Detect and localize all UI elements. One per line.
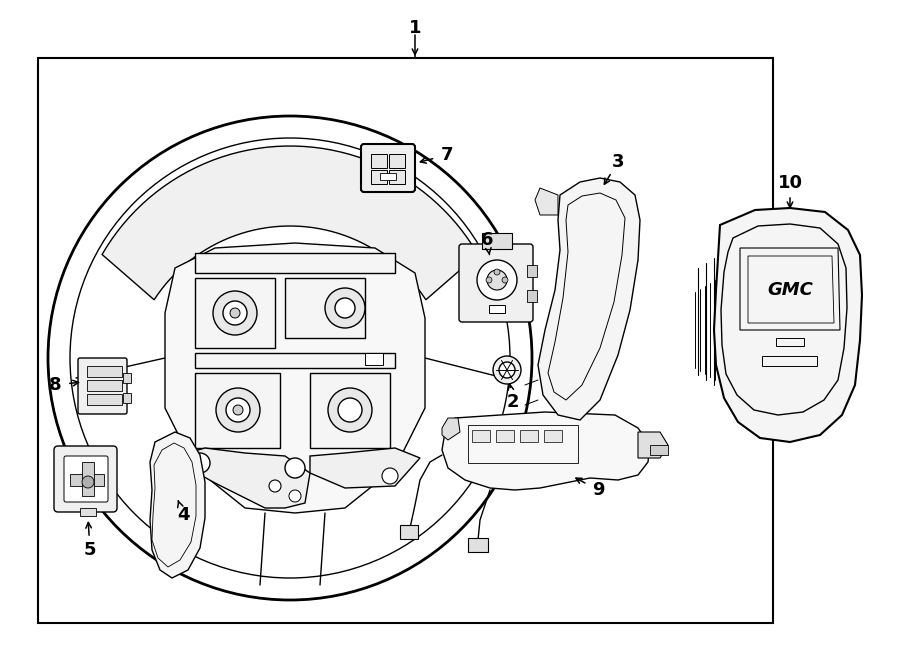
Polygon shape — [442, 412, 650, 490]
FancyBboxPatch shape — [78, 358, 127, 414]
Circle shape — [230, 308, 240, 318]
Bar — [195, 373, 280, 448]
Polygon shape — [310, 448, 420, 488]
Polygon shape — [535, 188, 558, 215]
Circle shape — [335, 298, 355, 318]
Circle shape — [502, 277, 508, 283]
Circle shape — [213, 291, 257, 335]
Bar — [38, 58, 773, 623]
Polygon shape — [638, 432, 668, 458]
Polygon shape — [538, 178, 640, 420]
Bar — [650, 445, 668, 455]
Bar — [468, 425, 578, 463]
Bar — [82, 462, 94, 496]
Text: 3: 3 — [612, 153, 625, 171]
Bar — [87, 394, 122, 405]
Bar — [489, 305, 505, 313]
Text: GMC: GMC — [767, 281, 813, 299]
Bar — [472, 430, 490, 442]
Circle shape — [382, 468, 398, 484]
Text: 9: 9 — [592, 481, 604, 499]
Bar — [195, 278, 275, 348]
Circle shape — [499, 362, 515, 378]
Circle shape — [328, 388, 372, 432]
Circle shape — [216, 388, 260, 432]
Bar — [371, 170, 387, 184]
Bar — [80, 508, 96, 516]
Polygon shape — [165, 243, 425, 513]
Text: 8: 8 — [49, 376, 61, 394]
Text: 1: 1 — [409, 19, 421, 37]
Circle shape — [494, 269, 500, 275]
Text: 10: 10 — [778, 174, 803, 192]
Circle shape — [48, 116, 532, 600]
Circle shape — [190, 453, 210, 473]
Bar — [468, 538, 488, 552]
Circle shape — [487, 270, 507, 290]
Circle shape — [486, 277, 492, 283]
Polygon shape — [150, 432, 205, 578]
Bar — [527, 265, 537, 277]
FancyBboxPatch shape — [64, 456, 108, 502]
Bar — [365, 353, 383, 365]
Circle shape — [493, 356, 521, 384]
Bar — [195, 353, 395, 368]
Polygon shape — [102, 146, 478, 300]
Circle shape — [269, 480, 281, 492]
Bar — [496, 430, 514, 442]
FancyBboxPatch shape — [54, 446, 117, 512]
Bar — [762, 356, 817, 366]
Text: 7: 7 — [441, 146, 454, 164]
Circle shape — [223, 301, 247, 325]
Polygon shape — [170, 448, 310, 508]
Bar — [310, 373, 390, 448]
Bar — [527, 290, 537, 302]
Text: 2: 2 — [507, 393, 519, 411]
Bar — [389, 154, 405, 168]
Bar — [482, 233, 512, 249]
Bar — [380, 173, 396, 180]
Bar — [520, 430, 538, 442]
Circle shape — [233, 405, 243, 415]
FancyBboxPatch shape — [459, 244, 533, 322]
FancyBboxPatch shape — [361, 144, 415, 192]
Bar — [70, 474, 104, 486]
Bar — [389, 170, 405, 184]
Bar — [544, 430, 562, 442]
Bar — [87, 366, 122, 377]
Bar — [776, 338, 804, 346]
Text: 4: 4 — [176, 506, 189, 524]
Bar — [195, 253, 395, 273]
Polygon shape — [714, 208, 862, 442]
Circle shape — [285, 458, 305, 478]
Circle shape — [289, 490, 301, 502]
Text: 5: 5 — [84, 541, 96, 559]
Bar — [123, 393, 131, 403]
Polygon shape — [442, 418, 460, 440]
Bar — [371, 154, 387, 168]
Circle shape — [477, 260, 517, 300]
Bar — [285, 278, 365, 338]
Circle shape — [325, 288, 365, 328]
Circle shape — [338, 398, 362, 422]
Bar — [123, 373, 131, 383]
Text: 6: 6 — [481, 231, 493, 249]
Bar — [400, 525, 418, 539]
Bar — [87, 380, 122, 391]
Circle shape — [226, 398, 250, 422]
Circle shape — [82, 476, 94, 488]
